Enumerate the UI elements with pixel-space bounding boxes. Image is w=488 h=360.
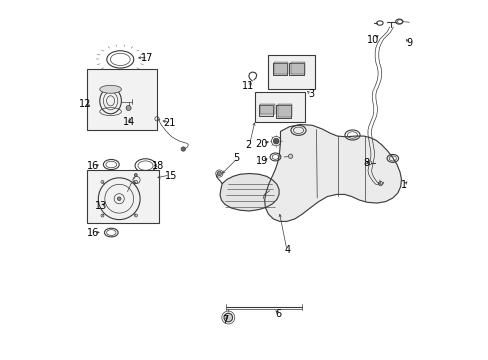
Circle shape <box>134 174 137 176</box>
Bar <box>272 63 286 75</box>
Text: 17: 17 <box>141 53 153 63</box>
Text: 13: 13 <box>95 201 107 211</box>
Text: 1: 1 <box>400 180 406 190</box>
Circle shape <box>181 147 185 151</box>
Bar <box>290 62 305 74</box>
Text: 12: 12 <box>79 99 91 109</box>
Bar <box>258 105 273 116</box>
Text: 16: 16 <box>87 228 99 238</box>
Text: 7: 7 <box>222 315 228 325</box>
Polygon shape <box>220 174 279 211</box>
Polygon shape <box>264 125 401 221</box>
Bar <box>87 170 159 223</box>
Text: 16: 16 <box>87 161 99 171</box>
Text: 19: 19 <box>255 156 267 166</box>
Circle shape <box>273 138 279 144</box>
Bar <box>254 92 305 122</box>
Ellipse shape <box>100 85 121 93</box>
Bar <box>267 55 315 89</box>
Text: 20: 20 <box>255 139 267 149</box>
Text: 8: 8 <box>363 158 369 168</box>
Text: 21: 21 <box>163 118 176 128</box>
Text: 11: 11 <box>242 81 254 91</box>
Text: 10: 10 <box>366 35 379 45</box>
Bar <box>288 63 303 75</box>
Text: 3: 3 <box>307 89 313 99</box>
Bar <box>87 69 156 130</box>
Circle shape <box>117 197 121 201</box>
Bar <box>276 105 290 118</box>
Bar <box>288 63 303 75</box>
Text: 4: 4 <box>284 245 290 255</box>
Bar <box>260 104 274 114</box>
Circle shape <box>217 171 221 176</box>
Text: 15: 15 <box>164 171 177 181</box>
Circle shape <box>224 313 232 322</box>
Text: 14: 14 <box>122 117 134 127</box>
Ellipse shape <box>288 154 292 158</box>
Text: 6: 6 <box>275 309 281 319</box>
Bar <box>273 62 288 74</box>
Circle shape <box>126 105 131 111</box>
Text: 2: 2 <box>244 140 251 150</box>
Text: 9: 9 <box>406 38 411 48</box>
Text: 18: 18 <box>152 161 164 171</box>
Bar <box>277 104 291 117</box>
Text: 5: 5 <box>233 153 239 163</box>
Bar <box>276 105 290 118</box>
Bar <box>272 63 286 75</box>
Bar <box>258 105 273 116</box>
